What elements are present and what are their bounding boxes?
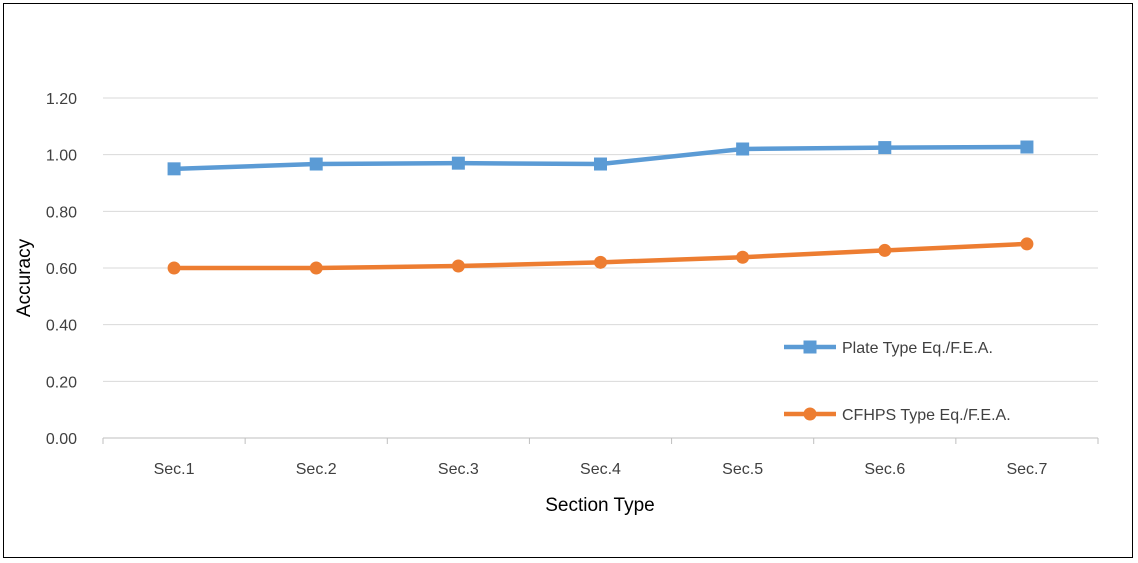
y-tick-label: 0.40	[46, 318, 77, 335]
chart-frame	[3, 3, 1133, 558]
data-point	[736, 250, 750, 264]
data-point	[1020, 140, 1034, 154]
series-group	[167, 140, 1034, 275]
y-tick-label: 0.80	[46, 204, 77, 221]
data-point	[167, 162, 181, 176]
x-tick-label: Sec.6	[864, 461, 905, 478]
x-axis-title: Section Type	[545, 495, 655, 516]
x-tick-label: Sec.2	[296, 461, 337, 478]
y-tick-label: 1.00	[46, 148, 77, 165]
y-tick-label: 0.00	[46, 431, 77, 448]
data-point	[594, 255, 607, 269]
data-point	[594, 157, 607, 171]
y-tick-label: 1.20	[46, 91, 77, 108]
legend-label-2: CFHPS Type Eq./F.E.A.	[842, 407, 1011, 424]
data-point	[736, 142, 750, 156]
x-axis-ticks: Sec.1 Sec.2 Sec.3 Sec.4 Sec.5 Sec.6 Sec.7	[154, 461, 1048, 478]
x-axis	[102, 437, 1099, 444]
data-point	[167, 261, 181, 275]
legend-marker-1	[803, 340, 817, 354]
legend: Plate Type Eq./F.E.A. CFHPS Type Eq./F.E.…	[784, 340, 1011, 424]
data-point	[309, 157, 323, 171]
legend-marker-2	[803, 407, 817, 421]
legend-label-1: Plate Type Eq./F.E.A.	[842, 340, 993, 357]
data-point	[878, 141, 892, 155]
x-tick-label: Sec.3	[438, 461, 479, 478]
x-tick-label: Sec.4	[580, 461, 621, 478]
x-tick-label: Sec.7	[1006, 461, 1047, 478]
data-point	[309, 261, 323, 275]
y-axis-title: Accuracy	[14, 238, 35, 317]
y-axis-ticks: 0.00 0.20 0.40 0.60 0.80 1.00 1.20	[46, 91, 77, 448]
data-point	[451, 156, 465, 170]
data-point	[1020, 237, 1034, 251]
gridlines	[103, 97, 1098, 382]
x-tick-label: Sec.5	[722, 461, 763, 478]
y-tick-label: 0.60	[46, 261, 77, 278]
x-tick-label: Sec.1	[154, 461, 195, 478]
y-tick-label: 0.20	[46, 374, 77, 391]
data-point	[451, 259, 465, 273]
data-point	[878, 243, 892, 257]
